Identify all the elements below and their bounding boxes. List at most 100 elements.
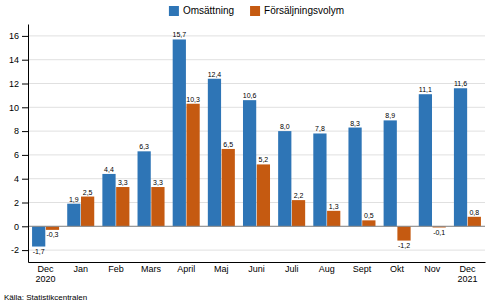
y-tick-label: 2 bbox=[14, 198, 19, 208]
chart: -20246810121416Dec2020JanFebMarsAprilMaj… bbox=[0, 0, 493, 304]
data-label: 0,5 bbox=[364, 212, 374, 219]
bar bbox=[327, 211, 340, 226]
y-tick-mark bbox=[22, 84, 28, 85]
bar bbox=[116, 187, 129, 226]
legend-label: Försäljningsvolym bbox=[264, 5, 344, 16]
data-label: 1,3 bbox=[329, 203, 339, 210]
data-label: 3,3 bbox=[118, 179, 128, 186]
y-tick-mark bbox=[22, 226, 28, 227]
data-label: 12,4 bbox=[208, 71, 222, 78]
y-tick-mark bbox=[22, 155, 28, 156]
y-tick-label: 0 bbox=[14, 222, 19, 232]
bar bbox=[362, 220, 375, 226]
y-tick: 16 bbox=[9, 31, 28, 41]
bars bbox=[32, 39, 481, 246]
x-tick-label: Juni bbox=[248, 264, 265, 274]
x-tick-label: Sept bbox=[353, 264, 372, 274]
x-tick-label-line: Mars bbox=[141, 264, 161, 274]
x-tick-label-line: Maj bbox=[214, 264, 229, 274]
data-label: -1,7 bbox=[33, 248, 45, 255]
plot: -20246810121416Dec2020JanFebMarsAprilMaj… bbox=[9, 25, 486, 285]
bar bbox=[81, 197, 94, 227]
y-tick-label: 14 bbox=[9, 55, 19, 65]
data-label: 5,2 bbox=[259, 156, 269, 163]
y-tick: 14 bbox=[9, 55, 28, 65]
grid-line bbox=[28, 154, 485, 155]
x-tick-label-line: Juni bbox=[248, 264, 265, 274]
y-tick-mark bbox=[22, 250, 28, 251]
y-tick: 8 bbox=[14, 126, 28, 136]
grid bbox=[28, 36, 485, 250]
x-axis: Dec2020JanFebMarsAprilMajJuniJuliAugSept… bbox=[29, 263, 486, 285]
grid-line bbox=[28, 202, 485, 203]
y-tick-mark bbox=[22, 131, 28, 132]
grid-line bbox=[28, 178, 485, 179]
bar bbox=[173, 39, 186, 226]
y-tick: 10 bbox=[9, 103, 28, 113]
data-label: 8,9 bbox=[385, 112, 395, 119]
x-tick-label: Dec2021 bbox=[457, 264, 477, 284]
bar bbox=[278, 131, 291, 226]
bar bbox=[138, 151, 151, 226]
data-label: -1,2 bbox=[398, 242, 410, 249]
bar bbox=[243, 100, 256, 226]
data-label: -0,3 bbox=[46, 231, 58, 238]
y-tick: 12 bbox=[9, 79, 28, 89]
bar bbox=[468, 217, 481, 227]
x-tick-label: Nov bbox=[424, 264, 441, 274]
y-tick: 0 bbox=[14, 222, 28, 232]
legend-label: Omsättning bbox=[183, 5, 234, 16]
x-tick-label-line: Feb bbox=[108, 264, 124, 274]
data-label: 2,5 bbox=[83, 189, 93, 196]
bar bbox=[419, 94, 432, 226]
bar bbox=[222, 149, 235, 226]
x-tick: Maj bbox=[214, 264, 229, 274]
data-label: 11,1 bbox=[419, 86, 432, 93]
data-label: 4,4 bbox=[104, 166, 114, 173]
y-tick-mark bbox=[22, 107, 28, 108]
bar bbox=[32, 226, 45, 246]
x-tick: April bbox=[177, 264, 195, 274]
x-tick-label-line: Sept bbox=[353, 264, 372, 274]
y-tick-label: 6 bbox=[14, 150, 19, 160]
x-tick: Mars bbox=[141, 264, 161, 274]
x-tick-label: Juli bbox=[285, 264, 299, 274]
y-tick-label: 16 bbox=[9, 31, 19, 41]
data-label: 6,3 bbox=[139, 143, 149, 150]
x-tick-label: Okt bbox=[390, 264, 405, 274]
zero-line bbox=[28, 226, 485, 227]
bar bbox=[292, 200, 305, 226]
data-label: 6,5 bbox=[223, 141, 233, 148]
bar bbox=[454, 88, 467, 226]
y-axis: -2 0 2 4 6 8 10 12 14 16 bbox=[9, 25, 29, 263]
x-tick: Dec2020 bbox=[36, 264, 56, 284]
x-axis-line bbox=[29, 262, 486, 263]
x-tick-label-line: Juli bbox=[285, 264, 299, 274]
data-label: 11,6 bbox=[454, 80, 467, 87]
y-tick-label: 10 bbox=[9, 103, 19, 113]
y-tick-mark bbox=[22, 179, 28, 180]
x-tick-label: Feb bbox=[108, 264, 124, 274]
y-tick-mark bbox=[22, 36, 28, 37]
y-tick: -2 bbox=[11, 245, 28, 255]
bar bbox=[102, 174, 115, 226]
legend-item: Omsättning bbox=[169, 5, 234, 16]
x-tick: Aug bbox=[319, 264, 335, 274]
x-tick-label-line: Aug bbox=[319, 264, 335, 274]
bar bbox=[348, 128, 361, 227]
x-tick-label-line: Okt bbox=[390, 264, 405, 274]
y-tick-label: -2 bbox=[11, 245, 19, 255]
y-tick-mark bbox=[22, 60, 28, 61]
grid-line bbox=[28, 35, 485, 36]
data-label: 7,8 bbox=[315, 125, 325, 132]
data-label: 2,2 bbox=[294, 192, 304, 199]
bar bbox=[46, 226, 59, 230]
bar bbox=[313, 133, 326, 226]
x-tick-label-line: April bbox=[177, 264, 195, 274]
grid-line bbox=[28, 226, 485, 227]
legend-swatch bbox=[250, 6, 260, 16]
x-tick-label: Maj bbox=[214, 264, 229, 274]
legend: Omsättning Försäljningsvolym bbox=[169, 5, 344, 16]
data-label: 0,8 bbox=[469, 209, 479, 216]
y-tick: 4 bbox=[14, 174, 28, 184]
